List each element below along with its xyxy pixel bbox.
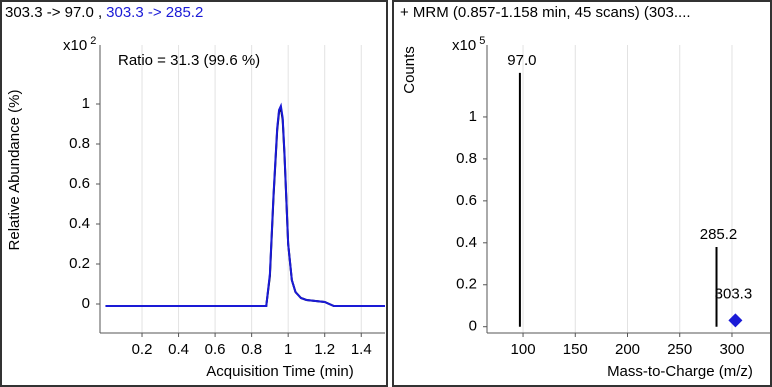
trace xyxy=(105,102,385,307)
x-tick-label: 0.8 xyxy=(241,341,262,358)
y-tick-label: 0.6 xyxy=(456,192,477,209)
y-tick-label: 0.4 xyxy=(69,215,90,232)
trace xyxy=(105,104,385,307)
x-tick-label: 300 xyxy=(719,341,744,358)
title-part: 303.3 -> 97.0 , xyxy=(5,4,102,21)
x-tick-label: 1 xyxy=(284,341,292,358)
y-scale-exponent: 5 xyxy=(479,35,485,47)
peak-label: 285.2 xyxy=(700,226,738,243)
y-tick-label: 0.2 xyxy=(456,276,477,293)
y-scale-base: x10 xyxy=(63,37,87,54)
y-tick-label: 0.8 xyxy=(456,150,477,167)
y-tick-label: 0 xyxy=(469,318,477,335)
x-tick-label: 200 xyxy=(615,341,640,358)
y-tick-label: 0.6 xyxy=(69,175,90,192)
panel-title: 303.3 -> 97.0 , 303.3 -> 285.2 xyxy=(5,4,203,21)
x-tick-label: 0.2 xyxy=(132,341,153,358)
panel-title: + MRM (0.857-1.158 min, 45 scans) (303..… xyxy=(400,4,691,21)
peak-label: 97.0 xyxy=(507,52,536,69)
y-tick-label: 1 xyxy=(82,95,90,112)
x-tick-label: 1.2 xyxy=(314,341,335,358)
x-axis-label: Acquisition Time (min) xyxy=(206,363,354,380)
y-tick-label: 0.8 xyxy=(69,135,90,152)
x-tick-label: 250 xyxy=(667,341,692,358)
y-axis-label: Relative Abundance (%) xyxy=(6,90,23,251)
right-panel xyxy=(392,0,772,387)
precursor-marker xyxy=(728,313,743,328)
y-tick-label: 1 xyxy=(469,108,477,125)
y-axis-label: Counts xyxy=(401,46,418,94)
x-tick-label: 0.6 xyxy=(205,341,226,358)
x-tick-label: 0.4 xyxy=(168,341,189,358)
x-tick-label: 150 xyxy=(563,341,588,358)
x-tick-label: 1.4 xyxy=(351,341,372,358)
y-scale-base: x10 xyxy=(452,37,476,54)
annotation: Ratio = 31.3 (99.6 %) xyxy=(118,52,260,69)
title-part: 303.3 -> 285.2 xyxy=(106,4,203,21)
y-tick-label: 0 xyxy=(82,295,90,312)
x-tick-label: 100 xyxy=(511,341,536,358)
y-scale: x10 2 xyxy=(63,35,96,54)
left-panel xyxy=(0,0,388,387)
y-scale: x10 5 xyxy=(452,35,485,54)
y-tick-label: 0.4 xyxy=(456,234,477,251)
title-part: + MRM (0.857-1.158 min, 45 scans) (303..… xyxy=(400,4,691,21)
y-scale-exponent: 2 xyxy=(90,35,96,47)
x-axis-label: Mass-to-Charge (m/z) xyxy=(607,363,753,380)
peak-label: 303.3 xyxy=(715,285,753,302)
y-tick-label: 0.2 xyxy=(69,255,90,272)
